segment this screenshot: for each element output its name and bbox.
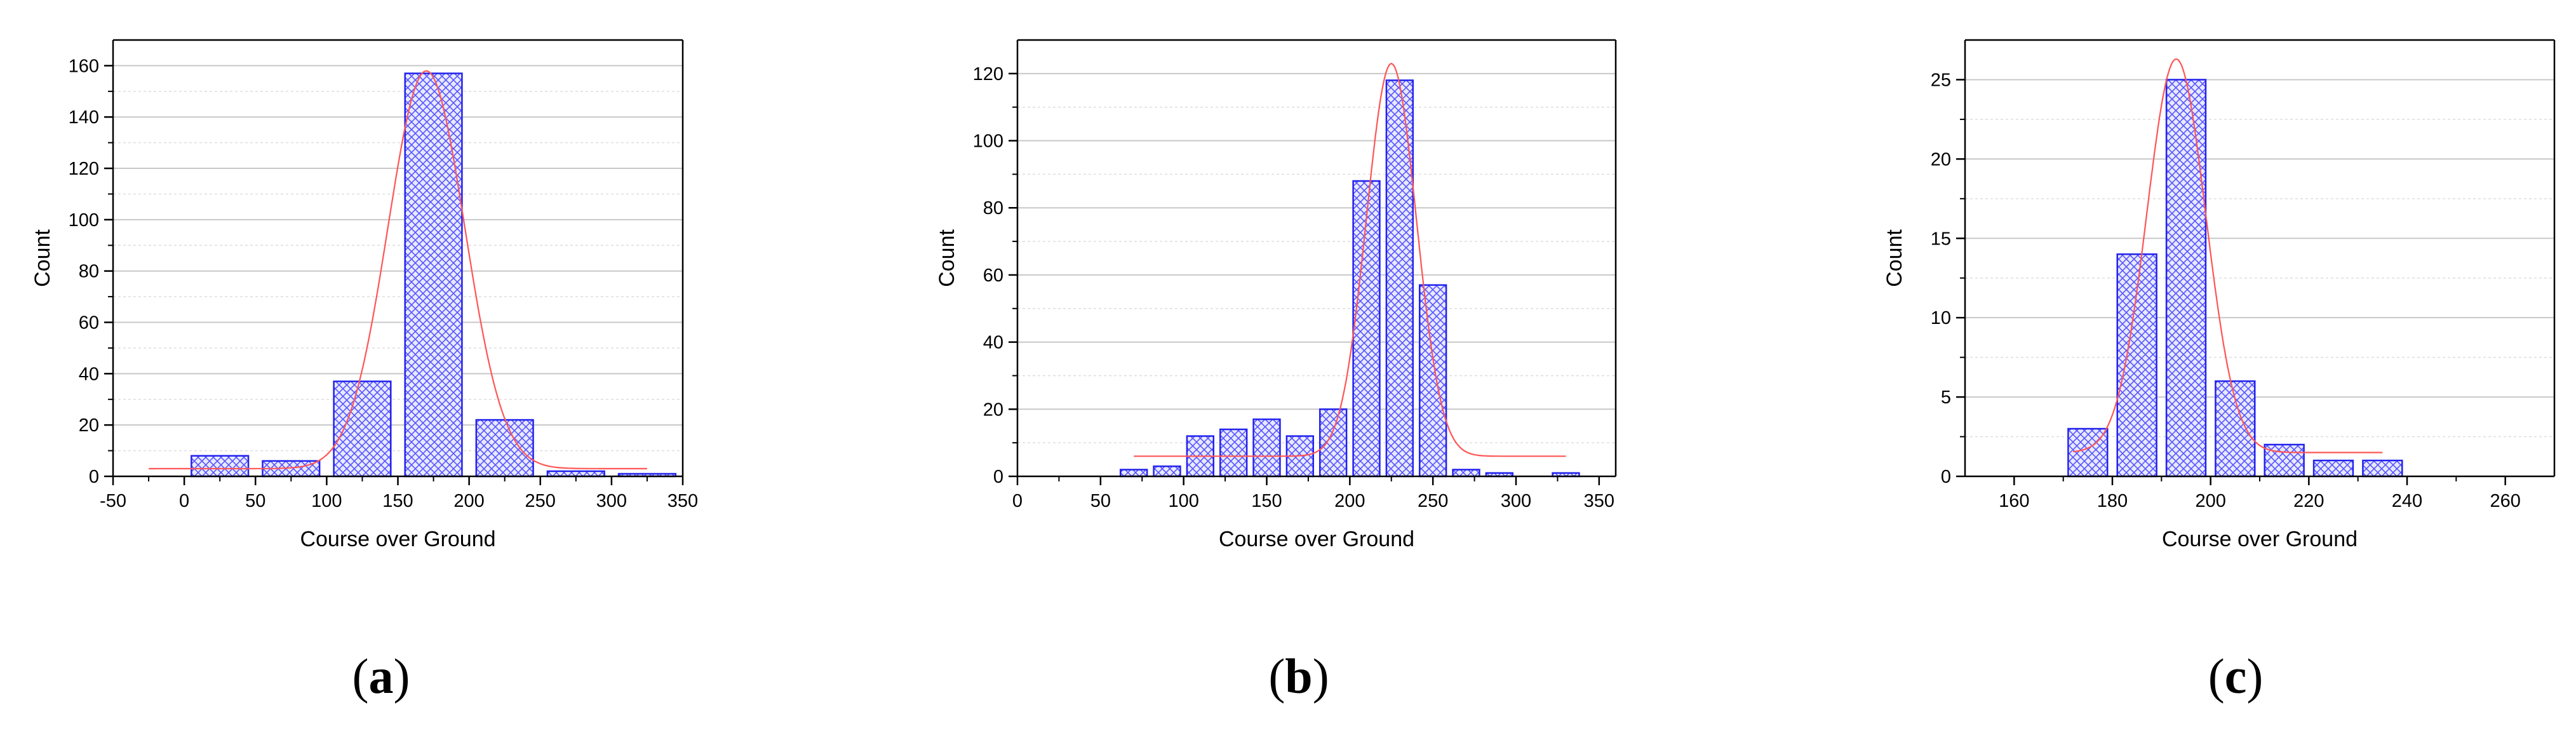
histogram-bar — [404, 72, 463, 478]
histogram-bar — [2312, 459, 2354, 478]
x-tick-label: 300 — [596, 491, 627, 511]
y-tick-label: 15 — [1931, 229, 1951, 249]
x-tick-label: 200 — [1334, 491, 1365, 511]
y-tick-label: 40 — [79, 364, 99, 384]
chart-panel: 0 20 40 60 80 100 120 0 50 100 150 200 250 300 350 Cour… — [935, 39, 1617, 551]
y-axis-title: Count — [30, 229, 55, 287]
histogram-bar — [1385, 79, 1414, 478]
x-tick-label: 260 — [2490, 491, 2520, 511]
histogram-bar — [1352, 180, 1381, 478]
fit-curve — [1134, 62, 1566, 457]
y-tick-label: 0 — [89, 467, 99, 487]
histogram-bar — [1219, 428, 1248, 478]
x-tick-label: 350 — [667, 491, 698, 511]
y-tick-label: 10 — [1931, 308, 1951, 328]
x-tick-label: 350 — [1584, 491, 1614, 511]
y-tick-label: 80 — [983, 198, 1003, 218]
x-tick-label: 250 — [1418, 491, 1448, 511]
y-tick-label: 160 — [69, 56, 99, 76]
x-tick-label: 100 — [1168, 491, 1198, 511]
x-tick-label: 300 — [1501, 491, 1531, 511]
y-axis-title: Count — [935, 229, 959, 287]
x-tick-label: -50 — [100, 491, 126, 511]
histogram-bar — [1418, 284, 1447, 478]
x-tick-label: 180 — [2097, 491, 2128, 511]
x-axis-title: Course over Ground — [300, 527, 495, 551]
histogram-bar — [2362, 459, 2403, 478]
x-tick-label: 150 — [382, 491, 413, 511]
y-tick-label: 120 — [69, 159, 99, 179]
histogram-bar — [2264, 443, 2305, 478]
fit-curve — [149, 70, 647, 469]
y-axis-title: Count — [1882, 229, 1907, 287]
histogram-bar — [2215, 380, 2256, 478]
y-tick-label: 100 — [69, 210, 99, 231]
x-axis-title: Course over Ground — [1219, 527, 1414, 551]
x-tick-label: 150 — [1251, 491, 1282, 511]
histogram-bar — [2165, 79, 2207, 478]
x-tick-label: 50 — [245, 491, 265, 511]
histogram-bar — [191, 455, 250, 478]
x-tick-label: 200 — [2195, 491, 2225, 511]
y-tick-label: 20 — [1931, 149, 1951, 170]
histogram-bar — [1252, 418, 1281, 478]
y-tick-label: 100 — [973, 131, 1003, 152]
y-tick-label: 25 — [1931, 70, 1951, 90]
y-tick-label: 60 — [79, 313, 99, 333]
histogram-bar — [475, 419, 534, 478]
histogram-bar — [1153, 465, 1181, 478]
y-tick-label: 0 — [993, 467, 1003, 487]
x-tick-label: 0 — [179, 491, 189, 511]
chart-panel: 0 5 10 15 20 25 160 180 200 220 240 260 Course over … — [1882, 39, 2556, 551]
y-tick-label: 80 — [79, 262, 99, 282]
y-tick-label: 0 — [1941, 467, 1951, 487]
histogram-bar — [1318, 408, 1348, 478]
y-tick-label: 140 — [69, 107, 99, 128]
y-tick-label: 20 — [79, 415, 99, 436]
x-axis-title: Course over Ground — [2162, 527, 2358, 551]
panel-caption-b: (b) — [1268, 648, 1329, 704]
panel-caption-a: (a) — [352, 648, 410, 704]
panel-caption-c: (c) — [2208, 648, 2264, 704]
x-tick-label: 50 — [1090, 491, 1111, 511]
x-tick-label: 200 — [453, 491, 484, 511]
x-tick-label: 100 — [311, 491, 342, 511]
x-tick-label: 240 — [2392, 491, 2422, 511]
histogram-bar — [1452, 469, 1480, 478]
histogram-bar — [333, 380, 392, 478]
fit-curve — [2072, 58, 2383, 453]
x-tick-label: 250 — [525, 491, 556, 511]
y-tick-label: 60 — [983, 265, 1003, 286]
y-tick-label: 20 — [983, 399, 1003, 420]
x-tick-label: 0 — [1012, 491, 1023, 511]
y-tick-label: 120 — [973, 64, 1003, 84]
histogram-bar — [1119, 469, 1148, 478]
x-tick-label: 160 — [1999, 491, 2029, 511]
x-tick-label: 220 — [2293, 491, 2324, 511]
y-tick-label: 40 — [983, 333, 1003, 353]
y-tick-label: 5 — [1941, 387, 1951, 408]
